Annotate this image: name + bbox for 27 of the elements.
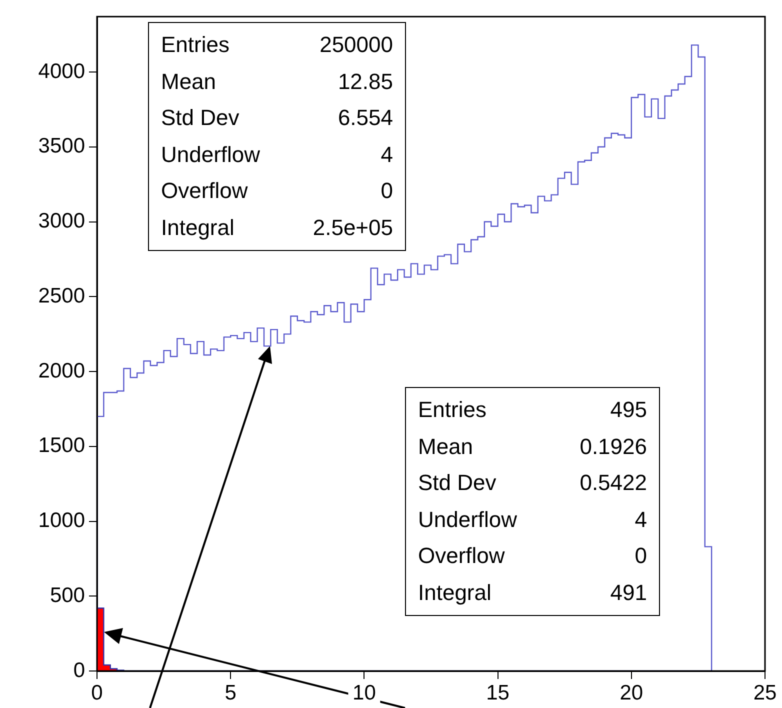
- text: Entries 250000: [161, 32, 393, 57]
- y-tick-label: 3000: [38, 210, 85, 233]
- y-tick-label: 2500: [38, 284, 85, 308]
- text: Integral 491: [418, 580, 647, 604]
- x-tick-label: 20: [620, 681, 644, 704]
- text: Underflow 4: [418, 506, 647, 532]
- text: Mean 0.1926: [418, 434, 647, 458]
- text: Std Dev 6.554: [161, 105, 393, 130]
- text: Overflow 0: [161, 178, 393, 203]
- text: Integral 2.5e+05: [161, 214, 393, 240]
- x-tick-label: 25: [753, 681, 777, 704]
- text: Overflow 0: [418, 543, 647, 568]
- y-tick-label: 500: [50, 584, 85, 607]
- y-tick-label: 1000: [38, 509, 85, 532]
- y-tick-label: 1500: [38, 434, 85, 458]
- x-tick-label: 0: [91, 681, 103, 704]
- text: Entries 495: [418, 397, 647, 422]
- x-tick-label: 5: [224, 681, 236, 704]
- y-tick-label: 0: [73, 658, 85, 682]
- x-tick-label: 15: [486, 681, 510, 704]
- text: Mean 12.85: [161, 68, 393, 94]
- y-tick-label: 2000: [38, 359, 85, 382]
- y-tick-label: 4000: [38, 60, 85, 83]
- text: Std Dev 0.5422: [418, 470, 647, 495]
- y-tick-label: 3500: [38, 134, 85, 158]
- x-tick-label: 10: [352, 681, 376, 704]
- text: Underflow 4: [161, 142, 393, 166]
